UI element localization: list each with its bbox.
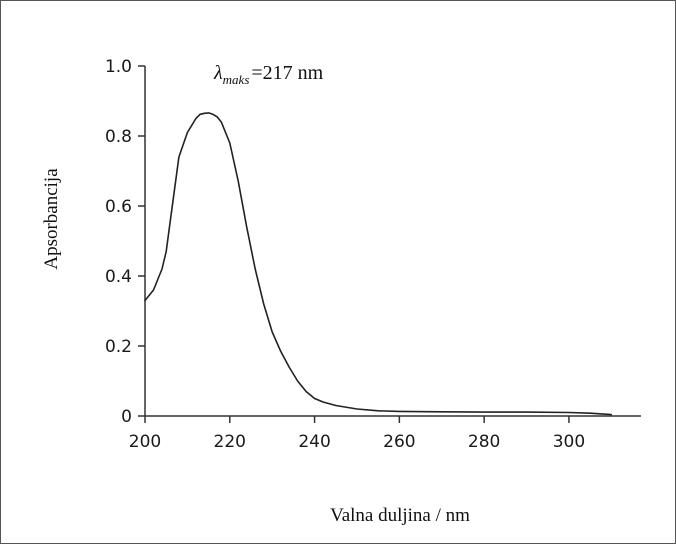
x-tick-label: 260 [383,432,415,452]
x-axis-label: Valna duljina / nm [330,505,470,526]
x-tick-label: 240 [298,432,330,452]
lambda-subscript: maks [223,72,250,87]
lambda-max-annotation: λmaks =217 nm [213,62,324,87]
y-ticks: 0 0.2 0.4 0.6 0.8 1.0 [105,57,145,427]
x-tick-label: 300 [553,432,585,452]
y-axis-label: Apsorbancija [41,168,62,270]
absorbance-series-line [144,112,613,416]
lambda-value: =217 nm [251,62,323,84]
x-tick-label: 280 [468,432,500,452]
y-tick-label: 0.6 [105,197,132,217]
x-tick-label: 220 [214,432,246,452]
y-tick-label: 0.2 [105,337,132,357]
axes [144,66,641,417]
series-layer [144,112,613,416]
y-tick-label: 0 [121,407,132,427]
y-tick-label: 1.0 [105,57,132,77]
x-tick-label: 200 [129,432,161,452]
y-tick-label: 0.4 [105,267,132,287]
y-tick-label: 0.8 [105,127,132,147]
x-ticks: 200 220 240 260 280 300 [129,416,585,452]
lambda-symbol: λ [213,62,223,84]
